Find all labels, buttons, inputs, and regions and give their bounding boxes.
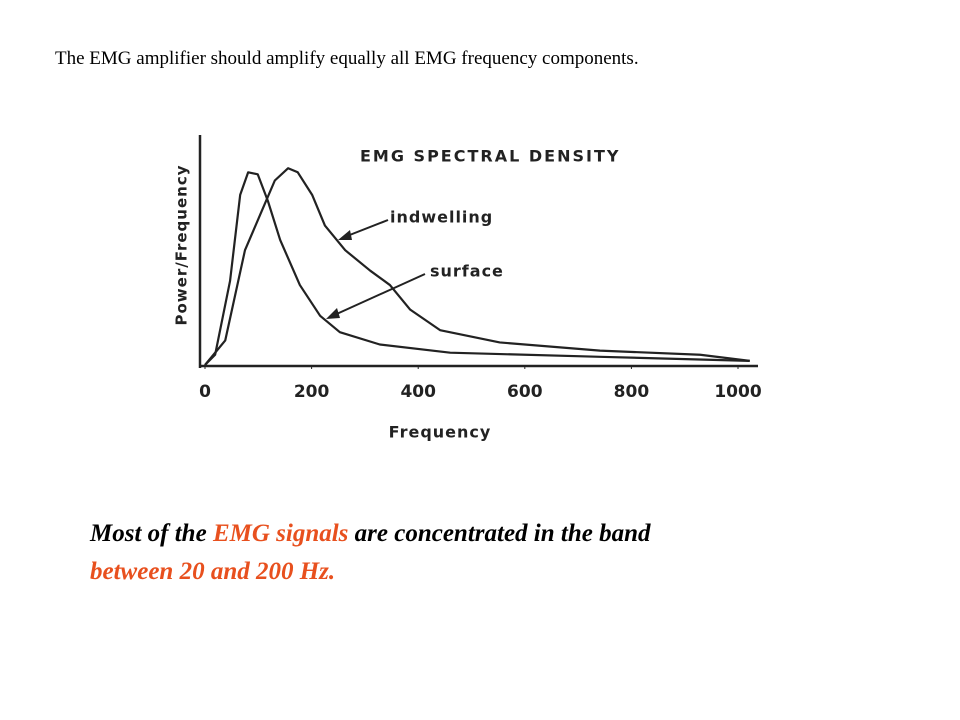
y-axis-label: Power/Frequency xyxy=(173,164,191,325)
caption: Most of the EMG signals are concentrated… xyxy=(90,515,850,591)
x-tick-label: 0 xyxy=(199,382,211,402)
header: The EMG amplifier should amplify equally… xyxy=(55,48,639,69)
x-tick-label: 1000 xyxy=(714,382,761,402)
caption-highlight: EMG signals xyxy=(212,520,349,547)
arrow-head xyxy=(338,230,352,240)
caption-text: Most of the xyxy=(90,520,213,547)
arrow xyxy=(329,273,426,318)
arrow-head xyxy=(326,308,340,319)
series-label: surface xyxy=(430,262,504,281)
series-line xyxy=(204,167,750,366)
x-tick-label: 400 xyxy=(400,382,436,402)
x-tick-label: 200 xyxy=(294,382,330,402)
x-tick-label: 600 xyxy=(507,382,543,402)
series-label: indwelling xyxy=(390,208,493,227)
chart-title: EMG SPECTRAL DENSITY xyxy=(360,147,620,166)
x-tick-label: 800 xyxy=(614,382,650,402)
x-axis-label: Frequency xyxy=(389,423,492,442)
caption-text: are concentrated in the band xyxy=(348,520,651,547)
caption-highlight: between 20 and 200 Hz. xyxy=(90,558,336,585)
series-line xyxy=(204,171,750,366)
